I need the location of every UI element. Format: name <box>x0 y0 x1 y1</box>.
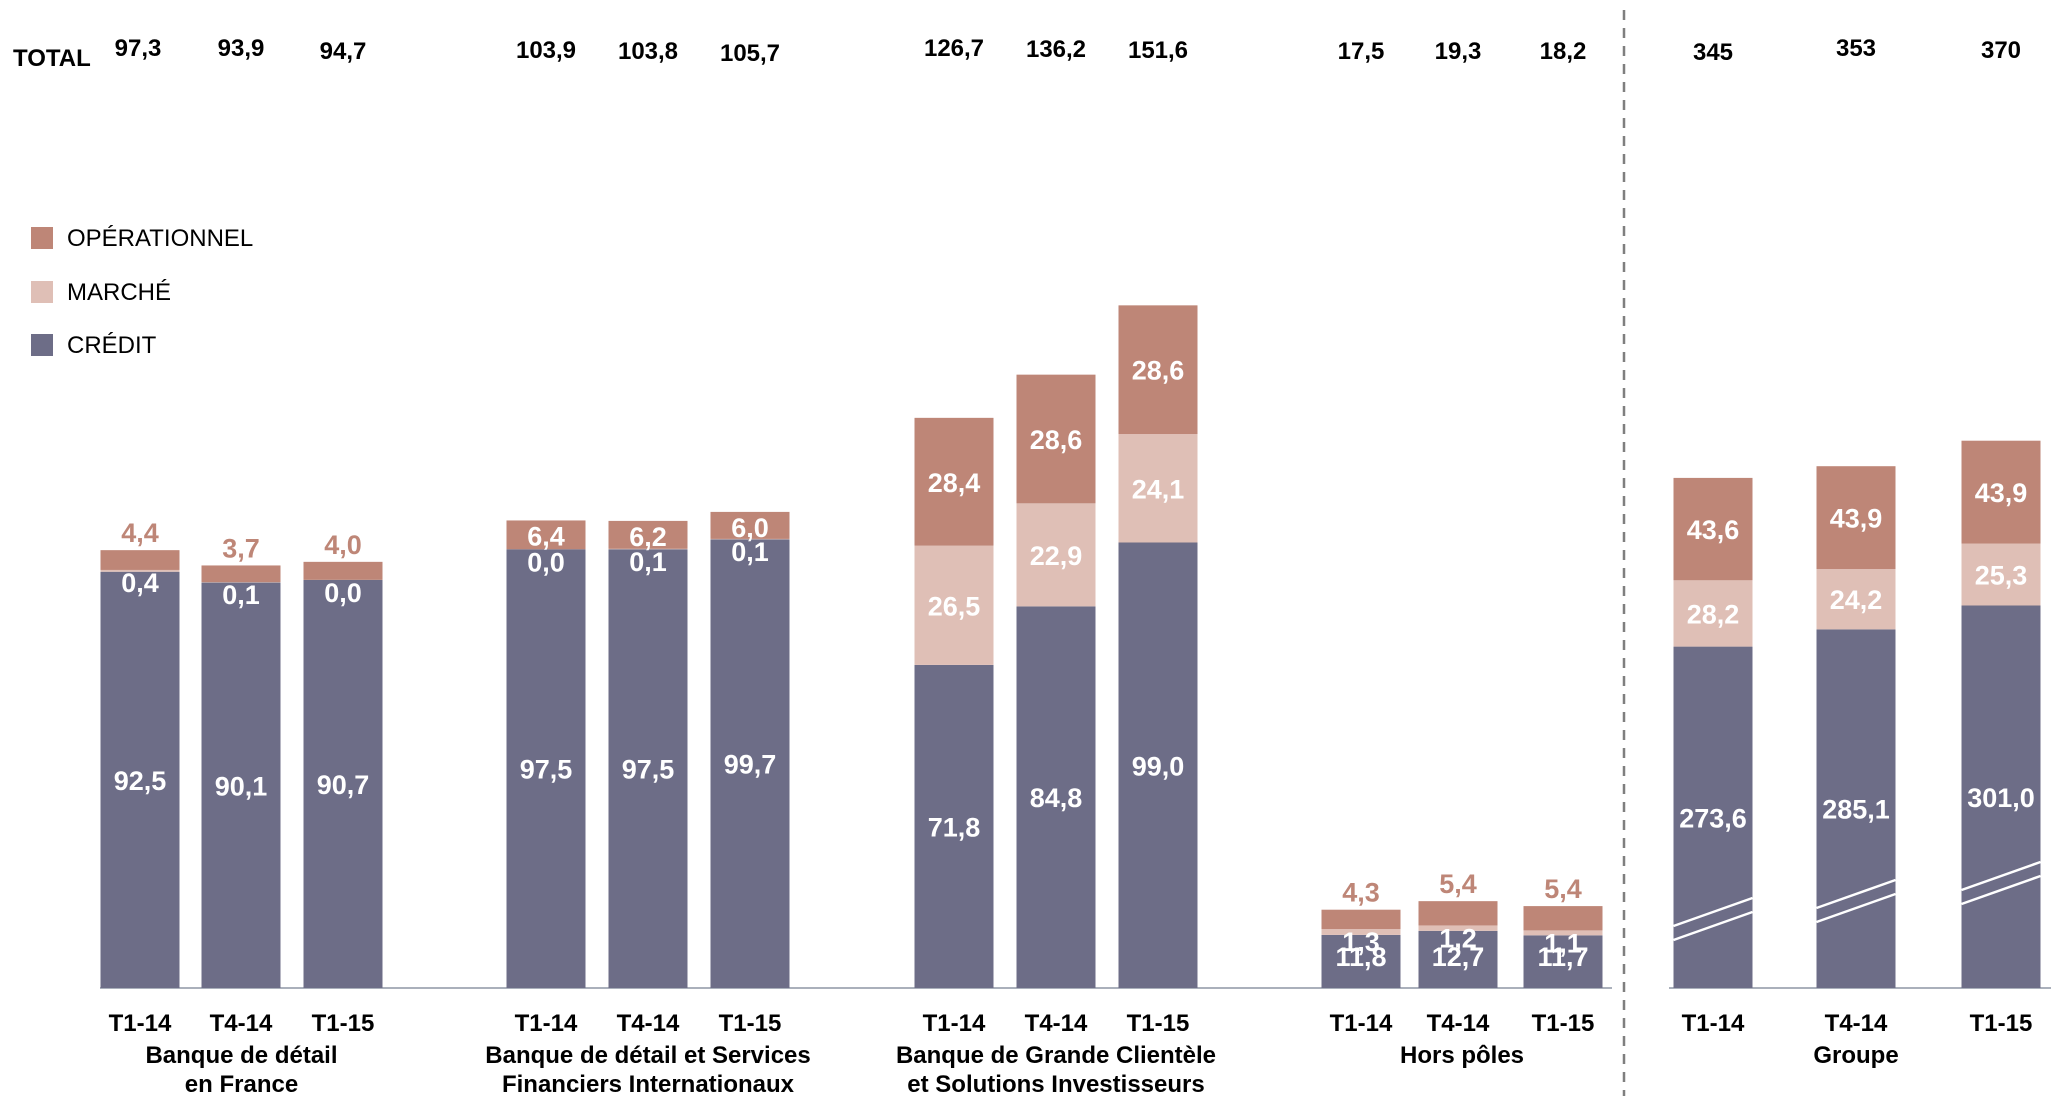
total-value: 97,3 <box>115 35 162 62</box>
bar-segment-operationnel <box>1419 901 1498 925</box>
data-label-credit: 84,8 <box>1030 783 1083 813</box>
data-label-operationnel: 43,9 <box>1975 478 2028 508</box>
data-label-operationnel: 5,4 <box>1439 869 1477 899</box>
x-tick-label: T1-14 <box>109 1010 172 1037</box>
x-tick-label: T1-14 <box>923 1010 986 1037</box>
group-label: Banque de détail <box>145 1042 337 1069</box>
total-prefix-label: TOTAL <box>13 45 91 72</box>
data-label-credit: 92,5 <box>114 766 167 796</box>
bar-segment-operationnel <box>1524 906 1603 930</box>
data-label-marche: 25,3 <box>1975 561 2028 591</box>
data-label-operationnel: 3,7 <box>222 533 260 563</box>
data-label-marche: 1,2 <box>1439 923 1477 953</box>
total-value: 18,2 <box>1540 38 1587 65</box>
x-tick-label: T1-14 <box>515 1010 578 1037</box>
total-value: 151,6 <box>1128 37 1188 64</box>
total-value: 370 <box>1981 37 2021 64</box>
data-label-operationnel: 43,6 <box>1687 515 1740 545</box>
data-label-marche: 0,4 <box>121 568 159 598</box>
legend-swatch-marche <box>31 281 53 303</box>
data-label-operationnel: 28,4 <box>928 468 981 498</box>
legend-label-operationnel: OPÉRATIONNEL <box>67 225 253 252</box>
data-label-operationnel: 28,6 <box>1030 425 1083 455</box>
x-tick-label: T1-15 <box>1127 1010 1190 1037</box>
legend-label-credit: CRÉDIT <box>67 332 157 359</box>
total-value: 103,8 <box>618 38 678 65</box>
data-label-credit: 285,1 <box>1822 795 1890 825</box>
total-value: 126,7 <box>924 35 984 62</box>
group-label: Financiers Internationaux <box>502 1071 795 1096</box>
group-label: Hors pôles <box>1400 1042 1524 1069</box>
data-label-credit: 99,7 <box>724 750 777 780</box>
data-label-marche: 26,5 <box>928 591 981 621</box>
group-label: en France <box>185 1071 298 1096</box>
x-tick-label: T1-14 <box>1682 1010 1745 1037</box>
data-label-marche: 1,3 <box>1342 927 1380 957</box>
x-tick-label: T4-14 <box>210 1010 273 1037</box>
x-tick-label: T4-14 <box>617 1010 680 1037</box>
data-label-credit: 71,8 <box>928 812 981 842</box>
x-tick-label: T1-15 <box>719 1010 782 1037</box>
x-tick-label: T1-15 <box>312 1010 375 1037</box>
x-tick-label: T4-14 <box>1825 1010 1888 1037</box>
legend-swatch-credit <box>31 334 53 356</box>
x-tick-label: T4-14 <box>1025 1010 1088 1037</box>
data-label-credit: 273,6 <box>1679 803 1747 833</box>
total-value: 19,3 <box>1435 38 1482 65</box>
data-label-credit: 90,1 <box>215 771 268 801</box>
data-label-operationnel: 6,4 <box>527 521 565 551</box>
data-label-marche: 24,1 <box>1132 474 1185 504</box>
total-value: 353 <box>1836 35 1876 62</box>
data-label-credit: 90,7 <box>317 770 370 800</box>
x-tick-label: T1-15 <box>1970 1010 2033 1037</box>
x-tick-label: T1-14 <box>1330 1010 1393 1037</box>
data-label-marche: 0,0 <box>527 547 565 577</box>
total-value: 105,7 <box>720 40 780 67</box>
group-label: Banque de Grande Clientèle <box>896 1042 1216 1069</box>
data-label-operationnel: 5,4 <box>1544 874 1582 904</box>
total-value: 345 <box>1693 39 1733 66</box>
total-value: 136,2 <box>1026 36 1086 63</box>
data-label-operationnel: 6,2 <box>629 522 667 552</box>
data-label-marche: 0,0 <box>324 578 362 608</box>
x-tick-label: T1-15 <box>1532 1010 1595 1037</box>
data-label-marche: 28,2 <box>1687 599 1740 629</box>
data-label-operationnel: 4,4 <box>121 518 159 548</box>
legend-swatch-operationnel <box>31 227 53 249</box>
group-label: Groupe <box>1813 1042 1898 1069</box>
legend-label-marche: MARCHÉ <box>67 279 171 306</box>
data-label-credit: 97,5 <box>520 755 573 785</box>
data-label-marche: 24,2 <box>1830 585 1883 615</box>
total-value: 103,9 <box>516 37 576 64</box>
group-label: Banque de détail et Services <box>485 1042 810 1069</box>
data-label-marche: 0,1 <box>222 580 260 610</box>
x-tick-label: T4-14 <box>1427 1010 1490 1037</box>
data-label-operationnel: 6,0 <box>731 513 769 543</box>
total-value: 93,9 <box>218 35 265 62</box>
data-label-operationnel: 4,3 <box>1342 878 1380 908</box>
data-label-credit: 97,5 <box>622 755 675 785</box>
group-label: et Solutions Investisseurs <box>907 1071 1204 1096</box>
data-label-credit: 301,0 <box>1967 783 2035 813</box>
data-label-credit: 99,0 <box>1132 751 1185 781</box>
data-label-operationnel: 28,6 <box>1132 356 1185 386</box>
data-label-marche: 1,1 <box>1544 928 1582 958</box>
total-value: 17,5 <box>1338 38 1385 65</box>
data-label-marche: 22,9 <box>1030 541 1083 571</box>
data-label-operationnel: 4,0 <box>324 530 362 560</box>
total-value: 94,7 <box>320 38 367 65</box>
data-label-operationnel: 43,9 <box>1830 504 1883 534</box>
